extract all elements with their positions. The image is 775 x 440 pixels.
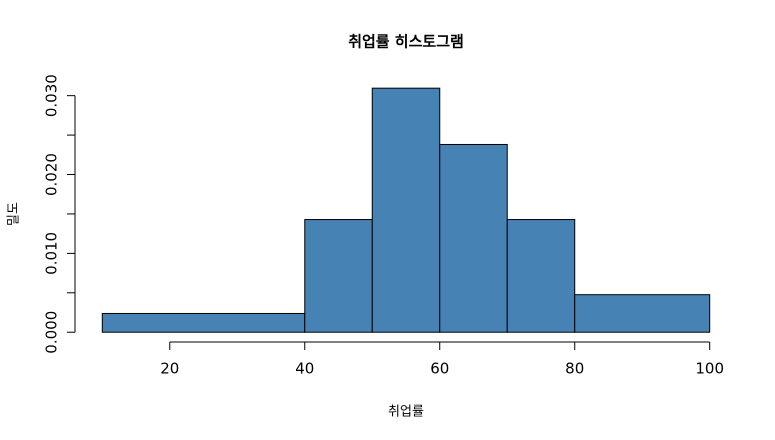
x-tick-label: 40 [295, 360, 314, 378]
bar [574, 294, 711, 333]
chart-title: 취업률 히스토그램 [348, 33, 464, 51]
x-tick-label: 100 [695, 360, 724, 378]
y-axis-label: 밀도 [7, 202, 22, 226]
y-tick-label: 0.000 [43, 311, 61, 354]
y-tick-label: 0.020 [43, 153, 61, 196]
y-tick-label: 0.010 [43, 232, 61, 275]
bar [506, 219, 576, 333]
bar [304, 219, 373, 333]
x-tick-label: 60 [430, 360, 449, 378]
x-tick-label: 20 [160, 360, 179, 378]
bar [439, 143, 508, 333]
bar [371, 87, 441, 333]
x-axis-label: 취업률 [388, 405, 424, 420]
y-tick-label: 0.030 [43, 74, 61, 117]
x-tick-label: 80 [565, 360, 584, 378]
bar [101, 312, 306, 333]
